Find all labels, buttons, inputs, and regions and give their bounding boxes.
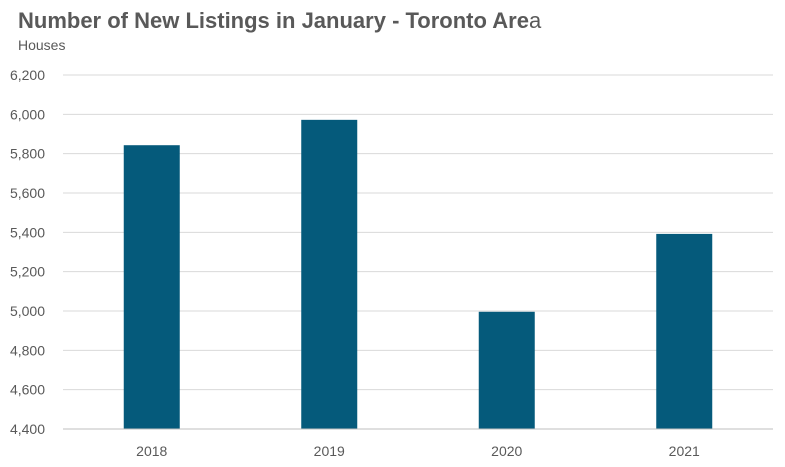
bars xyxy=(123,119,713,429)
x-tick-label-2018: 2018 xyxy=(136,443,167,459)
y-tick-label: 5,600 xyxy=(10,185,45,201)
chart-subtitle: Houses xyxy=(18,37,66,53)
bar-2019 xyxy=(301,119,358,429)
y-tick-label: 4,600 xyxy=(10,382,45,398)
y-tick-label: 4,400 xyxy=(10,421,45,437)
chart-title-tail: a xyxy=(528,8,542,33)
gridlines xyxy=(63,74,773,391)
y-tick-label: 5,000 xyxy=(10,303,45,319)
chart-title: Number of New Listings in January - Toro… xyxy=(18,8,541,34)
bar-2020 xyxy=(478,311,535,429)
y-tick-label: 5,400 xyxy=(10,224,45,240)
y-tick-label: 6,200 xyxy=(10,67,45,83)
x-axis-labels: 2018 2019 2020 2021 xyxy=(136,443,700,459)
chart-title-main: Number of New Listings in January - Toro… xyxy=(18,8,529,33)
x-tick-label-2019: 2019 xyxy=(314,443,345,459)
y-tick-label: 4,800 xyxy=(10,342,45,358)
x-tick-label-2020: 2020 xyxy=(491,443,522,459)
y-tick-label: 5,800 xyxy=(10,146,45,162)
bar-2018 xyxy=(123,145,180,429)
y-tick-label: 5,200 xyxy=(10,264,45,280)
x-tick-label-2021: 2021 xyxy=(669,443,700,459)
bar-2021 xyxy=(656,233,713,429)
y-axis-labels: 4,400 4,600 4,800 5,000 5,200 5,400 5,600 5,800… xyxy=(10,67,45,437)
y-tick-label: 6,000 xyxy=(10,106,45,122)
